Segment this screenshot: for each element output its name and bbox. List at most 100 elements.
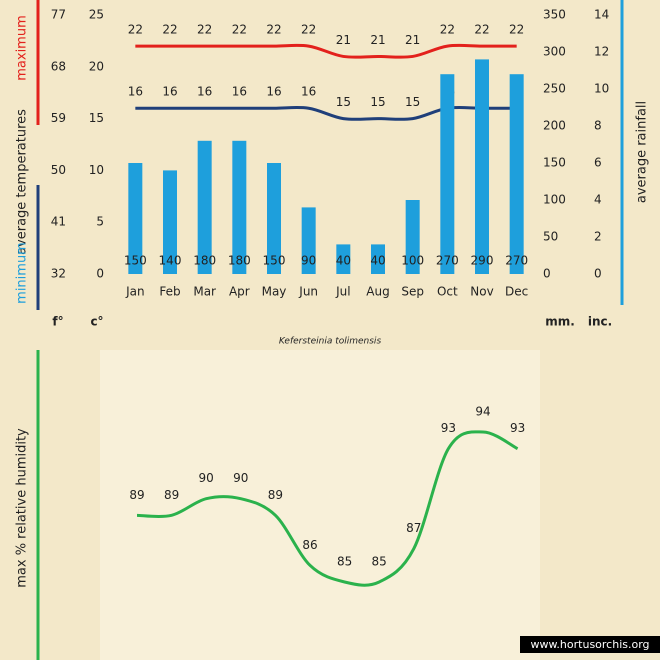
data-label: 40 bbox=[336, 254, 351, 268]
watermark-bg bbox=[520, 636, 660, 653]
data-label: 22 bbox=[509, 23, 524, 37]
tick-label: 68 bbox=[51, 59, 66, 73]
caption: Kefersteinia tolimensis bbox=[279, 337, 382, 347]
data-label: 270 bbox=[436, 254, 459, 268]
tick-label: 100 bbox=[543, 193, 566, 207]
tick-label: 200 bbox=[543, 119, 566, 133]
data-label: 22 bbox=[232, 23, 247, 37]
data-label: 22 bbox=[266, 23, 281, 37]
tick-label: 2 bbox=[594, 230, 602, 244]
tick-label: 77 bbox=[51, 8, 66, 22]
axis-unit: c° bbox=[90, 315, 103, 329]
tick-label: 50 bbox=[543, 230, 558, 244]
axis-unit: f° bbox=[52, 315, 63, 329]
x-tick-label: Nov bbox=[470, 285, 493, 299]
x-tick-label: Dec bbox=[505, 285, 528, 299]
data-label: 90 bbox=[301, 254, 316, 268]
series-label: maximum bbox=[15, 15, 30, 81]
data-label: 86 bbox=[302, 538, 317, 552]
data-label: 15 bbox=[405, 95, 420, 109]
data-label: 15 bbox=[336, 95, 351, 109]
tick-label: 25 bbox=[89, 8, 104, 22]
data-label: 150 bbox=[124, 254, 147, 268]
tick-label: 4 bbox=[594, 193, 602, 207]
bar bbox=[440, 74, 455, 274]
y2-axis-label: average rainfall bbox=[635, 101, 650, 203]
y-axis-label: average temperatures bbox=[15, 109, 30, 255]
x-tick-label: May bbox=[262, 285, 287, 299]
data-label: 40 bbox=[370, 254, 385, 268]
line bbox=[135, 43, 517, 59]
bar bbox=[405, 200, 420, 274]
tick-label: 32 bbox=[51, 267, 66, 281]
data-label: 85 bbox=[337, 555, 352, 569]
x-tick-label: Feb bbox=[159, 285, 180, 299]
x-tick-label: Mar bbox=[193, 285, 216, 299]
watermark: www.hortusorchis.org bbox=[530, 638, 649, 651]
data-label: 85 bbox=[372, 555, 387, 569]
bar bbox=[336, 244, 351, 274]
data-label: 22 bbox=[474, 23, 489, 37]
tick-label: 0 bbox=[543, 267, 551, 281]
tick-label: 12 bbox=[594, 45, 609, 59]
data-label: 22 bbox=[197, 23, 212, 37]
tick-label: 0 bbox=[594, 267, 602, 281]
tick-label: 41 bbox=[51, 215, 66, 229]
bar bbox=[267, 163, 281, 274]
data-label: 16 bbox=[232, 85, 247, 99]
data-label: 16 bbox=[197, 85, 212, 99]
data-label: 21 bbox=[336, 33, 351, 47]
data-label: 89 bbox=[129, 488, 144, 502]
data-label: 21 bbox=[405, 33, 420, 47]
x-tick-label: Sep bbox=[401, 285, 424, 299]
tick-label: 8 bbox=[594, 119, 602, 133]
data-label: 22 bbox=[128, 23, 143, 37]
data-label: 16 bbox=[128, 85, 143, 99]
x-tick-label: Jan bbox=[125, 285, 145, 299]
data-label: 16 bbox=[301, 85, 316, 99]
tick-label: 0 bbox=[96, 267, 104, 281]
tick-label: 350 bbox=[543, 8, 566, 22]
bar bbox=[163, 170, 177, 274]
bar bbox=[232, 140, 247, 274]
bar bbox=[197, 140, 212, 274]
data-label: 89 bbox=[164, 488, 179, 502]
tick-label: 300 bbox=[543, 45, 566, 59]
tick-label: 20 bbox=[89, 59, 104, 73]
y-axis-label: max % relative humidity bbox=[15, 428, 30, 588]
data-label: 94 bbox=[475, 405, 490, 419]
tick-label: 250 bbox=[543, 82, 566, 96]
x-tick-label: Oct bbox=[437, 285, 458, 299]
tick-label: 14 bbox=[594, 8, 609, 22]
data-label: 89 bbox=[268, 488, 283, 502]
x-tick-label: Jul bbox=[335, 285, 350, 299]
data-label: 16 bbox=[162, 85, 177, 99]
tick-label: 6 bbox=[594, 156, 602, 170]
x-tick-label: Aug bbox=[366, 285, 389, 299]
data-label: 93 bbox=[510, 421, 525, 435]
data-label: 22 bbox=[440, 23, 455, 37]
bar bbox=[509, 74, 524, 274]
data-label: 290 bbox=[471, 254, 494, 268]
data-label: 21 bbox=[370, 33, 385, 47]
tick-label: 10 bbox=[89, 163, 104, 177]
axis-unit: mm. bbox=[545, 315, 575, 329]
tick-label: 150 bbox=[543, 156, 566, 170]
data-label: 90 bbox=[199, 471, 214, 485]
bar bbox=[128, 163, 143, 274]
data-label: 100 bbox=[401, 254, 424, 268]
bar bbox=[371, 244, 385, 274]
data-label: 180 bbox=[228, 254, 251, 268]
humidity-panel bbox=[100, 350, 540, 660]
data-label: 140 bbox=[159, 254, 182, 268]
bar bbox=[475, 59, 489, 275]
tick-label: 10 bbox=[594, 82, 609, 96]
tick-label: 59 bbox=[51, 111, 66, 125]
data-label: 22 bbox=[162, 23, 177, 37]
tick-label: 50 bbox=[51, 163, 66, 177]
data-label: 93 bbox=[441, 421, 456, 435]
data-label: 150 bbox=[263, 254, 286, 268]
x-tick-label: Jun bbox=[298, 285, 318, 299]
x-tick-label: Apr bbox=[229, 285, 250, 299]
